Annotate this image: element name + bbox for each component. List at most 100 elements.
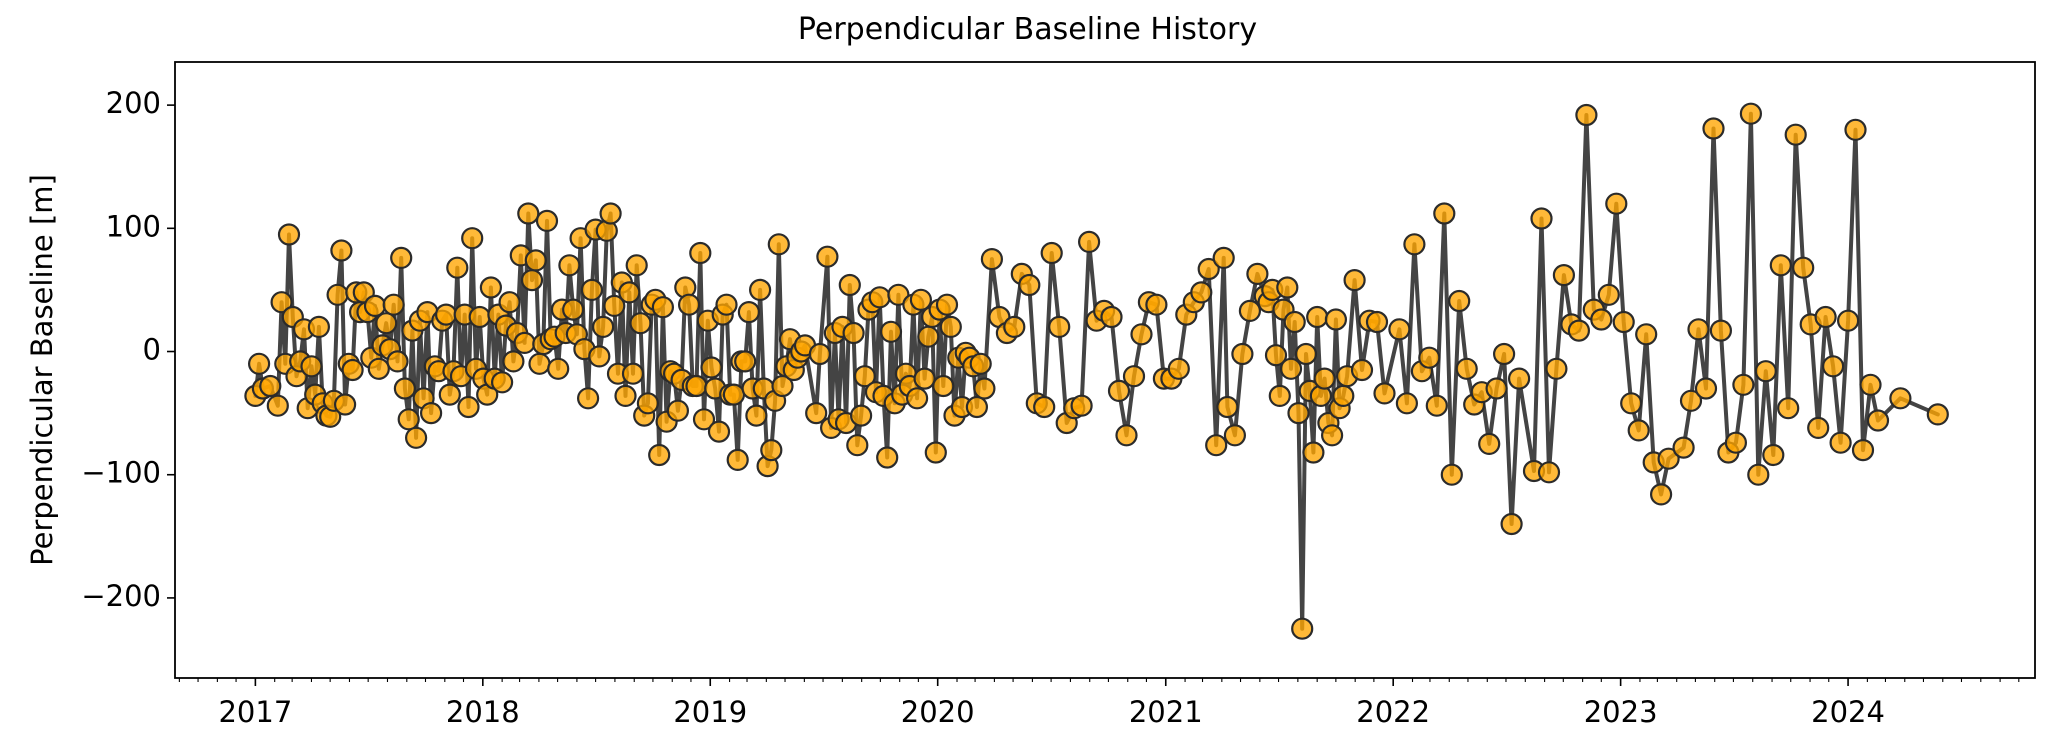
data-point xyxy=(1167,357,1190,380)
data-point xyxy=(580,278,604,301)
data-point xyxy=(1754,360,1777,383)
data-point xyxy=(651,296,675,319)
data-point xyxy=(1859,373,1882,396)
data-point xyxy=(1246,262,1269,285)
data-point xyxy=(1694,377,1718,400)
data-point xyxy=(588,345,611,368)
data-point xyxy=(1552,264,1576,287)
data-point xyxy=(1649,483,1673,506)
data-point xyxy=(1033,395,1056,419)
data-point xyxy=(307,315,330,338)
data-point xyxy=(1238,299,1262,322)
data-point xyxy=(1530,207,1553,230)
data-point xyxy=(1851,439,1875,462)
data-point xyxy=(726,448,749,471)
data-point xyxy=(277,223,301,246)
data-point xyxy=(1732,373,1755,396)
data-point xyxy=(700,356,723,379)
data-point xyxy=(849,404,873,427)
data-point xyxy=(1724,431,1748,454)
data-point xyxy=(1672,436,1695,459)
data-point xyxy=(390,246,413,269)
data-point xyxy=(1567,319,1591,342)
data-point xyxy=(905,387,929,410)
data-point xyxy=(853,365,876,388)
data-point xyxy=(1836,309,1860,332)
data-point xyxy=(980,248,1004,271)
data-point xyxy=(1205,434,1228,457)
data-point xyxy=(491,371,514,394)
data-point xyxy=(420,402,443,425)
data-point xyxy=(767,233,790,256)
data-point xyxy=(1388,318,1411,341)
data-point xyxy=(808,342,832,366)
data-point xyxy=(924,441,947,464)
data-point xyxy=(547,357,570,380)
data-point xyxy=(1107,379,1131,402)
y-tick-label: 0 xyxy=(143,333,161,367)
x-tick-label: 2021 xyxy=(1129,695,1203,729)
data-point xyxy=(1291,617,1314,640)
data-point xyxy=(1687,318,1710,341)
data-point xyxy=(591,315,615,338)
data-point xyxy=(618,281,641,304)
data-point xyxy=(334,393,357,416)
series-line xyxy=(253,111,1940,631)
data-point xyxy=(842,321,865,345)
data-point xyxy=(393,377,416,400)
data-point xyxy=(1679,389,1703,412)
data-point xyxy=(969,352,992,375)
data-point xyxy=(734,350,757,373)
data-point xyxy=(1100,305,1123,329)
data-point xyxy=(838,273,861,297)
data-point xyxy=(1455,357,1478,380)
x-tick-label: 2017 xyxy=(218,695,292,729)
data-point xyxy=(909,288,933,311)
data-point xyxy=(1926,403,1949,426)
x-tick-label: 2024 xyxy=(1811,695,1885,729)
data-point xyxy=(1807,416,1830,439)
data-point xyxy=(1003,315,1026,338)
data-point xyxy=(363,294,387,317)
data-point xyxy=(576,387,600,410)
data-point xyxy=(1590,308,1613,331)
y-tick-label: 100 xyxy=(106,209,161,243)
y-axis: 200 100 0 −100 −200 xyxy=(81,86,175,613)
data-point xyxy=(1448,289,1471,313)
data-point xyxy=(248,352,271,375)
data-point xyxy=(520,269,544,292)
data-point xyxy=(1597,283,1620,306)
data-point xyxy=(1627,419,1650,442)
data-point xyxy=(1264,344,1288,367)
data-point xyxy=(524,249,547,272)
data-point xyxy=(1115,424,1138,447)
data-point xyxy=(1279,357,1303,380)
data-point xyxy=(446,256,469,279)
data-point xyxy=(1283,310,1306,334)
data-point xyxy=(1077,230,1101,253)
data-point xyxy=(1575,103,1598,127)
data-point xyxy=(1777,397,1800,420)
data-point xyxy=(502,350,525,373)
data-point xyxy=(1320,424,1344,447)
y-tick-label: −200 xyxy=(81,579,161,613)
data-point xyxy=(1418,346,1441,369)
data-point xyxy=(1545,357,1568,380)
data-point xyxy=(1395,392,1419,415)
data-point xyxy=(1792,256,1815,279)
data-point xyxy=(715,293,738,316)
data-point xyxy=(685,374,708,398)
data-point xyxy=(1769,254,1792,277)
x-tick-label: 2023 xyxy=(1584,695,1658,729)
x-tick-label: 2018 xyxy=(446,695,520,729)
data-point xyxy=(1425,394,1448,417)
y-tick-label: −100 xyxy=(81,456,161,490)
data-point xyxy=(1605,192,1628,215)
data-point xyxy=(1212,246,1235,269)
data-point xyxy=(1324,308,1348,331)
data-point xyxy=(1500,512,1523,536)
data-point xyxy=(666,399,690,422)
data-point xyxy=(330,239,353,262)
data-point xyxy=(1866,409,1890,432)
data-point xyxy=(1332,384,1355,407)
